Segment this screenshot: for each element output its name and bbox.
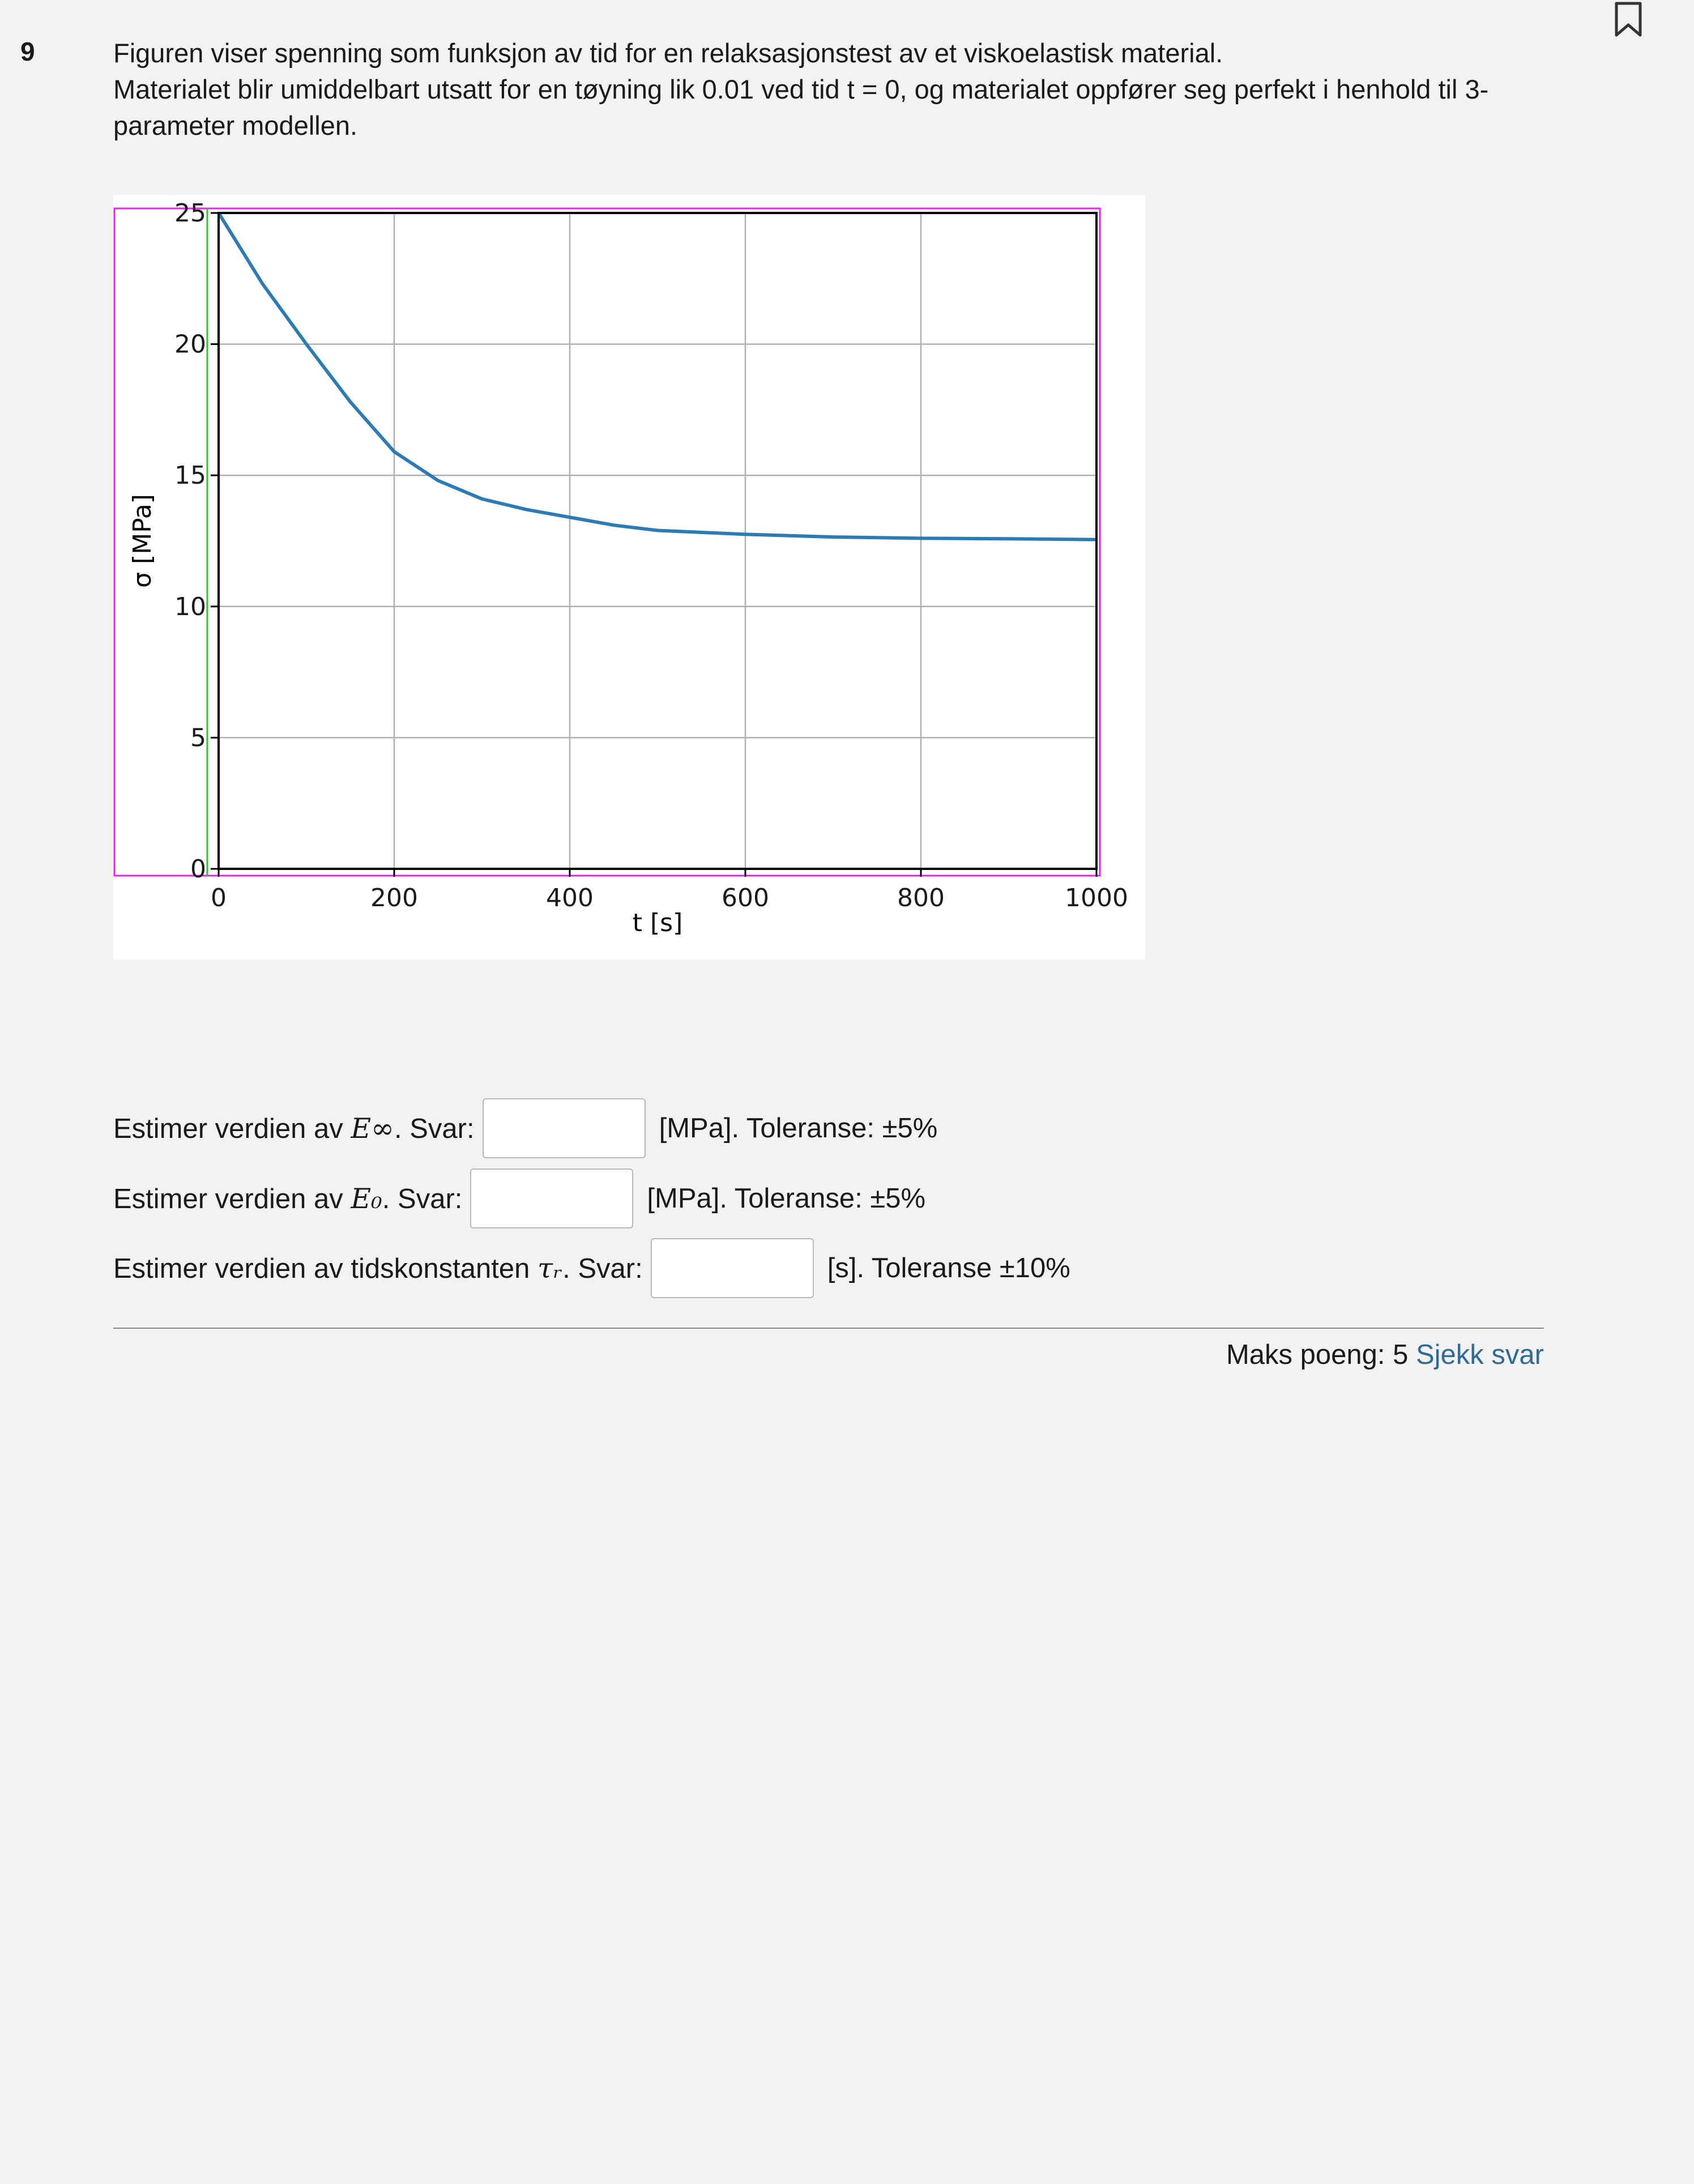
y-tick-label: 0 [190,855,206,884]
x-tick-label: 400 [546,884,594,912]
answer-unit: [s]. Toleranse ±10% [827,1253,1070,1283]
question-line-1: Figuren viser spenning som funksjon av t… [113,38,1223,68]
relaxation-chart: 0 200 400 600 800 1000 0 5 10 15 20 25 t [s] σ [MPa… [113,195,1145,959]
bookmark-icon[interactable] [1612,1,1645,37]
symbol-e-inf: E∞ [351,1112,394,1145]
answer-prefix: Estimer verdien av tidskonstanten [113,1253,537,1284]
x-tick-label: 600 [722,884,769,912]
divider [113,1328,1544,1329]
answer-prefix: Estimer verdien av [113,1113,351,1144]
question-number: 9 [20,37,35,66]
answer-row-e0: Estimer verdien av E₀. Svar: [MPa]. Tole… [113,1167,925,1230]
symbol-tau: τᵣ [537,1252,563,1285]
answer-unit: [MPa]. Toleranse: ±5% [647,1183,926,1214]
svar-label: Svar: [398,1183,463,1214]
tau-input[interactable] [650,1238,814,1298]
y-tick-label: 10 [174,592,206,621]
footer: Maks poeng: 5 Sjekk svar [1226,1339,1544,1371]
svar-label: Svar: [409,1113,475,1144]
y-tick-label: 15 [174,461,206,490]
answer-sep: . [394,1113,410,1144]
answer-unit: [MPa]. Toleranse: ±5% [659,1113,938,1144]
symbol-e0: E₀ [351,1182,382,1215]
x-axis-label: t [s] [633,908,683,937]
series-line [217,212,1097,541]
x-tick-label: 200 [370,884,418,912]
answer-sep: . [382,1183,398,1214]
svar-label: Svar: [578,1253,643,1284]
figure-border [113,207,1101,877]
e-inf-input[interactable] [482,1098,646,1158]
x-tick-label: 1000 [1065,884,1128,912]
answer-sep: . [562,1253,578,1284]
question-text: Figuren viser spenning som funksjon av t… [113,35,1563,144]
answer-label: Estimer verdien av tidskonstanten τᵣ. Sv… [113,1252,643,1285]
max-points: Maks poeng: 5 [1226,1340,1409,1370]
question-line-2: Materialet blir umiddelbart utsatt for e… [113,74,1489,140]
answer-prefix: Estimer verdien av [113,1183,351,1214]
check-answer-link[interactable]: Sjekk svar [1415,1340,1544,1370]
chart-svg: 0 200 400 600 800 1000 0 5 10 15 20 25 t [s] σ [MPa… [113,199,1128,937]
x-tick-label: 800 [897,884,945,912]
y-tick-label: 5 [190,723,206,752]
x-tick-label: 0 [211,884,227,912]
answer-label: Estimer verdien av E∞. Svar: [113,1112,475,1145]
y-tick-label: 25 [174,199,206,228]
answer-label: Estimer verdien av E₀. Svar: [113,1183,462,1215]
y-axis-label: σ [MPa] [128,494,157,588]
y-tick-label: 20 [174,330,206,359]
plot-frame [217,212,1098,870]
e0-input[interactable] [470,1168,634,1228]
answer-row-tau: Estimer verdien av tidskonstanten τᵣ. Sv… [113,1237,1070,1299]
answer-row-e-inf: Estimer verdien av E∞. Svar: [MPa]. Tole… [113,1097,937,1159]
